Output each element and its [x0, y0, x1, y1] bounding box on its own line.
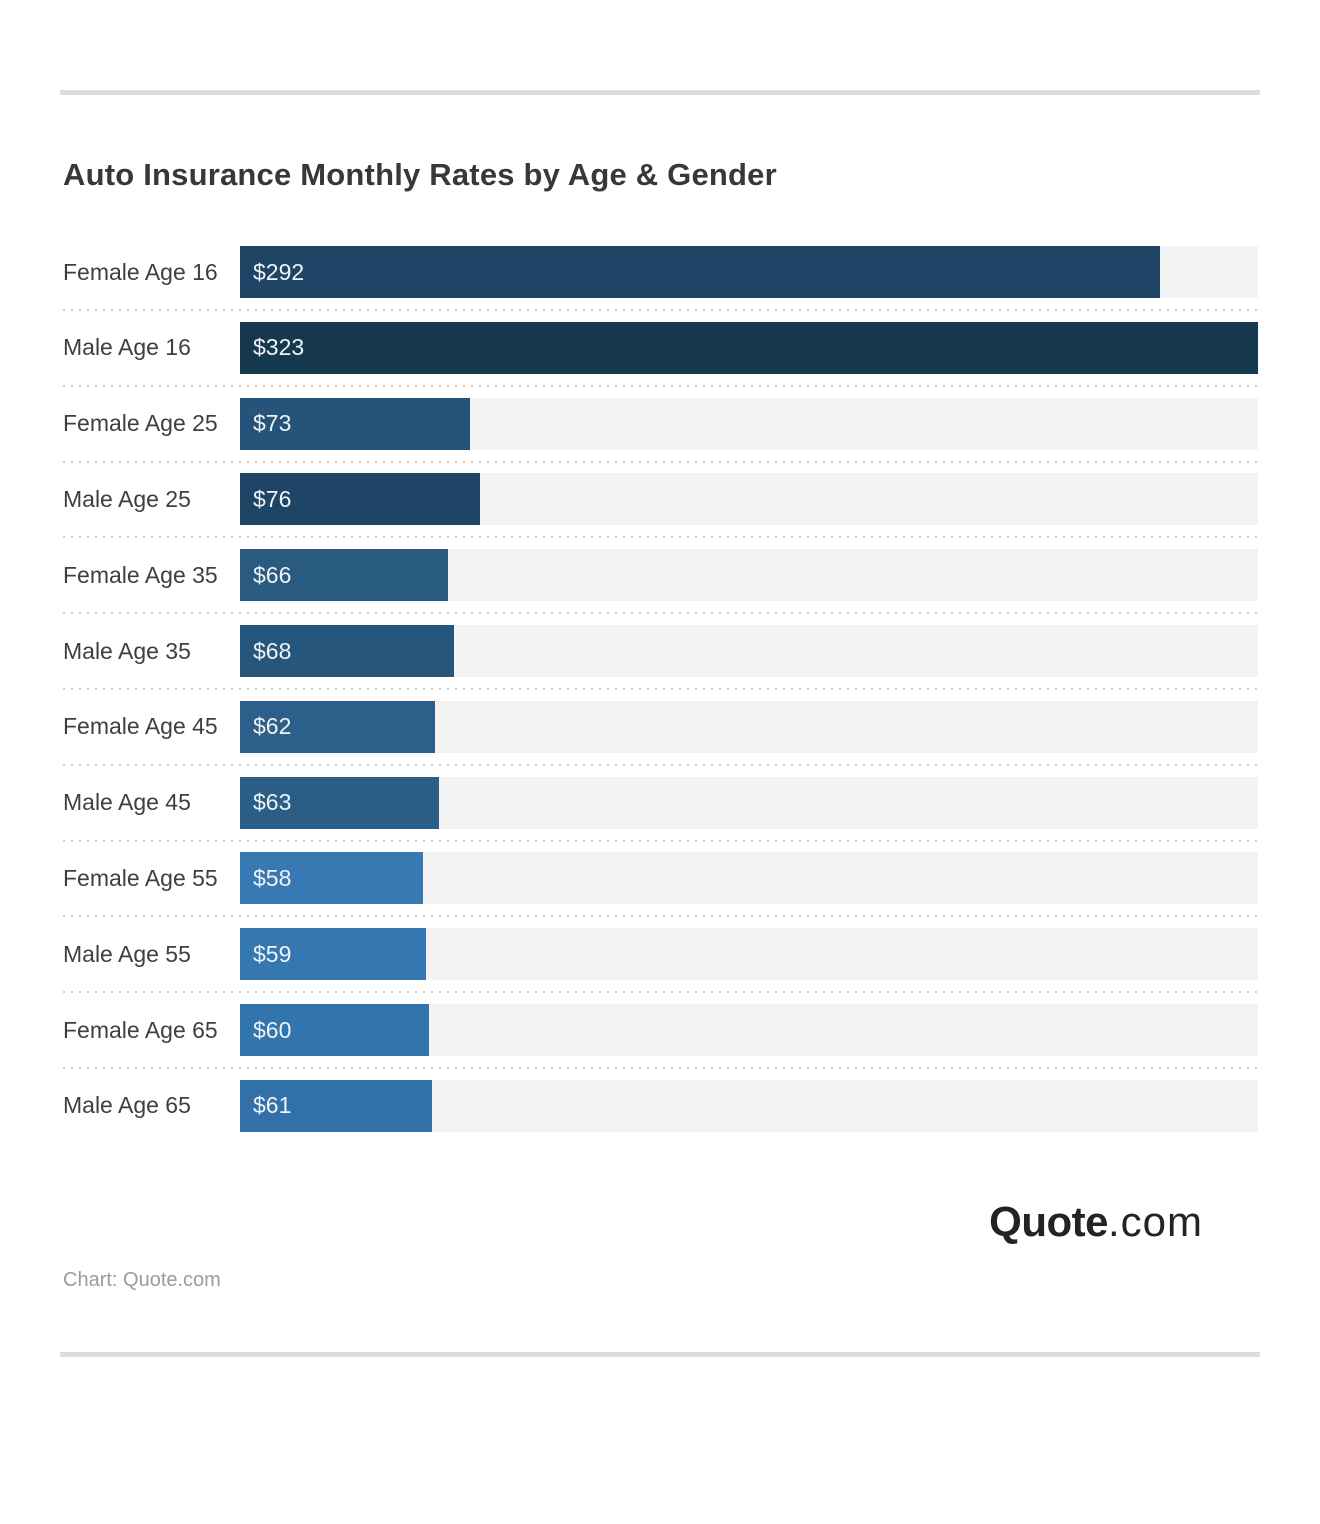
- bar-row: Female Age 35 $66: [63, 537, 1258, 614]
- category-label: Female Age 16: [63, 258, 218, 285]
- value-label: $59: [253, 940, 292, 967]
- category-label: Male Age 45: [63, 789, 191, 816]
- value-label: $63: [253, 789, 292, 816]
- bar-track: $76: [240, 473, 1258, 526]
- category-label: Male Age 65: [63, 1092, 191, 1119]
- value-label: $292: [253, 258, 305, 285]
- logo-row: Quote.com: [63, 1197, 1258, 1245]
- bar-row: Male Age 35 $68: [63, 613, 1258, 690]
- bar: $68: [240, 625, 455, 678]
- bar-chart: Female Age 16 $292 Male Age 16 $323 Female A…: [63, 234, 1258, 1144]
- bar: $63: [240, 776, 439, 829]
- category-label: Female Age 25: [63, 410, 218, 437]
- value-label: $58: [253, 864, 292, 891]
- bar-row: Male Age 55 $59: [63, 916, 1258, 993]
- bar-track: $68: [240, 625, 1258, 678]
- bottom-divider: [60, 1351, 1260, 1357]
- bar-track: $58: [240, 852, 1258, 905]
- category-label: Female Age 55: [63, 864, 218, 891]
- chart-title: Auto Insurance Monthly Rates by Age & Ge…: [63, 157, 777, 192]
- category-label: Female Age 45: [63, 713, 218, 740]
- bar-row: Female Age 45 $62: [63, 689, 1258, 766]
- value-label: $76: [253, 485, 292, 512]
- bar-row: Female Age 16 $292: [63, 234, 1258, 311]
- logo-brand-text: Quote: [989, 1197, 1108, 1245]
- category-label: Male Age 55: [63, 940, 191, 967]
- bar: $76: [240, 473, 480, 526]
- category-label: Female Age 35: [63, 561, 218, 588]
- category-label: Female Age 65: [63, 1016, 218, 1043]
- bar-row: Male Age 45 $63: [63, 765, 1258, 842]
- bar-row: Male Age 25 $76: [63, 462, 1258, 539]
- bar-track: $66: [240, 549, 1258, 602]
- chart-credit: Chart: Quote.com: [63, 1268, 221, 1291]
- category-label: Male Age 16: [63, 334, 191, 361]
- value-label: $66: [253, 561, 292, 588]
- bar-row: Female Age 25 $73: [63, 386, 1258, 463]
- bar: $66: [240, 549, 448, 602]
- value-label: $73: [253, 410, 292, 437]
- bar: $59: [240, 928, 426, 981]
- value-label: $323: [253, 334, 305, 361]
- bar-row: Female Age 65 $60: [63, 992, 1258, 1069]
- category-label: Male Age 25: [63, 485, 191, 512]
- bar-track: $62: [240, 700, 1258, 753]
- bar-row: Male Age 65 $61: [63, 1068, 1258, 1144]
- page: Auto Insurance Monthly Rates by Age & Ge…: [0, 90, 1320, 1357]
- bar-track: $59: [240, 928, 1258, 981]
- value-label: $68: [253, 637, 292, 664]
- bar-track: $73: [240, 397, 1258, 450]
- bar: $292: [240, 246, 1161, 299]
- category-label: Male Age 35: [63, 637, 191, 664]
- bar-rows: Female Age 16 $292 Male Age 16 $323 Female A…: [63, 234, 1258, 1144]
- logo-suffix-text: .com: [1107, 1197, 1203, 1245]
- bar: $73: [240, 397, 471, 450]
- bar: $62: [240, 700, 436, 753]
- top-divider: [60, 90, 1260, 95]
- bar-track: $61: [240, 1079, 1258, 1132]
- bar-row: Female Age 55 $58: [63, 841, 1258, 918]
- value-label: $60: [253, 1016, 292, 1043]
- bar: $323: [240, 321, 1258, 374]
- bar-track: $60: [240, 1004, 1258, 1057]
- bar: $61: [240, 1079, 433, 1132]
- value-label: $61: [253, 1092, 292, 1119]
- value-label: $62: [253, 713, 292, 740]
- bar-row: Male Age 16 $323: [63, 310, 1258, 387]
- bar: $60: [240, 1004, 430, 1057]
- bar-track: $323: [240, 321, 1258, 374]
- bar: $58: [240, 852, 423, 905]
- bar-track: $63: [240, 776, 1258, 829]
- quote-logo: Quote.com: [989, 1197, 1203, 1245]
- bar-track: $292: [240, 246, 1258, 299]
